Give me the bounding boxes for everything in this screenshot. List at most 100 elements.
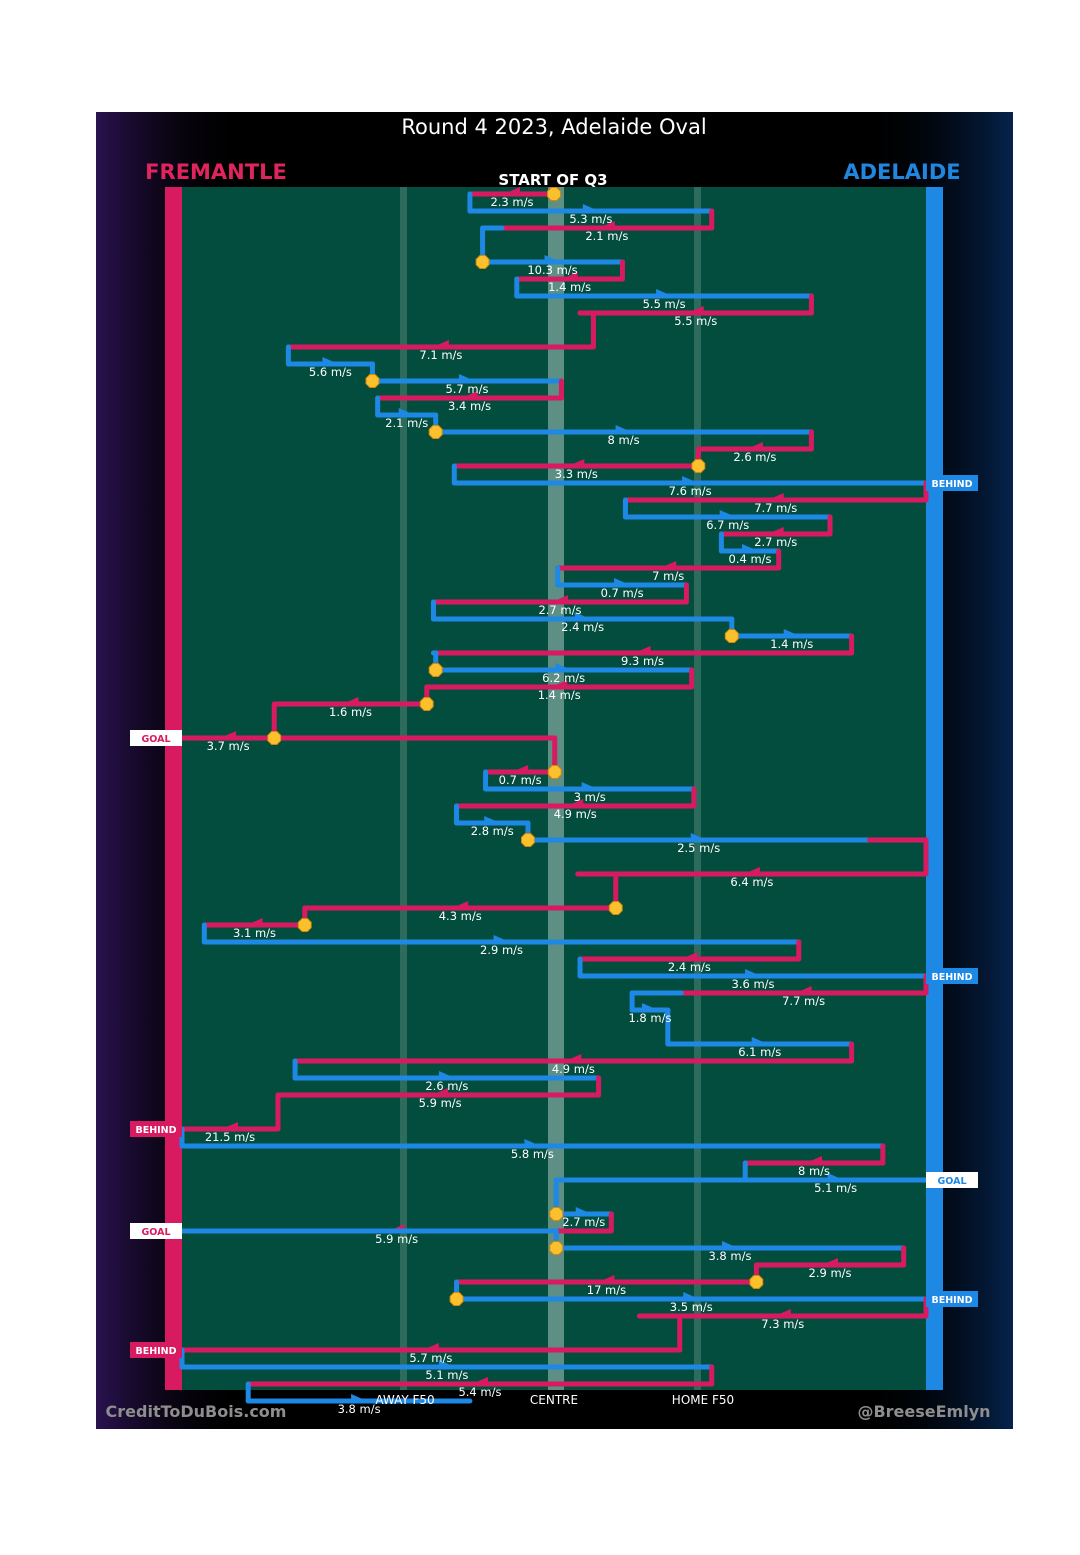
direction-arrow — [551, 680, 568, 688]
speed-label: 2.7 m/s — [562, 1215, 605, 1229]
speed-label: 2.1 m/s — [385, 416, 428, 430]
speed-label: 7.1 m/s — [419, 348, 462, 362]
speed-label: 6.1 m/s — [738, 1045, 781, 1059]
outcome-text: BEHIND — [931, 1295, 972, 1306]
possession-chain — [451, 463, 929, 486]
possession-chain — [480, 225, 625, 265]
speed-label: 3.6 m/s — [732, 977, 775, 991]
mark-icon — [549, 1241, 564, 1255]
outcome-text: BEHIND — [931, 479, 972, 490]
mark-icon — [365, 374, 380, 388]
direction-arrow — [743, 867, 760, 875]
possession-chain — [292, 1058, 602, 1081]
speed-label: 6.7 m/s — [706, 518, 749, 532]
mark-icon — [428, 663, 443, 677]
outcome-text: BEHIND — [135, 1346, 176, 1357]
speed-label: 5.5 m/s — [674, 314, 717, 328]
possession-chain — [302, 871, 619, 911]
direction-arrow — [555, 663, 572, 671]
possession-chain — [179, 735, 558, 775]
chart-title: Round 4 2023, Adelaide Oval — [401, 115, 706, 139]
possession-chain — [454, 786, 697, 809]
speed-label: 7 m/s — [652, 569, 684, 583]
axis-label-home-f50: HOME F50 — [672, 1393, 734, 1407]
speed-label: 5.5 m/s — [643, 297, 686, 311]
outcome-text: BEHIND — [135, 1125, 176, 1136]
direction-arrow — [471, 1377, 488, 1385]
mark-icon — [428, 425, 443, 439]
possession-chain — [375, 395, 439, 418]
direction-arrow — [806, 1156, 823, 1164]
speed-label: 0.4 m/s — [729, 552, 772, 566]
direction-arrow — [581, 782, 598, 790]
speed-label: 0.7 m/s — [601, 586, 644, 600]
direction-arrow — [567, 799, 584, 807]
possession-chain — [695, 429, 814, 452]
direction-arrow — [745, 969, 762, 977]
speed-label: 4.9 m/s — [552, 1062, 595, 1076]
possession-chain — [201, 922, 802, 945]
speed-label: 10.3 m/s — [527, 263, 577, 277]
direction-arrow — [574, 612, 591, 620]
speed-label: 8 m/s — [798, 1164, 830, 1178]
mark-icon — [547, 765, 562, 779]
direction-arrow — [432, 1088, 449, 1096]
speed-label: 2.1 m/s — [585, 229, 628, 243]
outcome-text: GOAL — [141, 1227, 170, 1238]
direction-arrow — [598, 1275, 615, 1283]
possession-chain — [430, 599, 735, 622]
possession-chain — [285, 344, 375, 367]
possession-chain — [245, 1364, 715, 1387]
speed-label: 1.4 m/s — [538, 688, 581, 702]
possession-chain — [467, 187, 557, 197]
direction-arrow — [461, 391, 478, 399]
speed-label: 3.1 m/s — [233, 926, 276, 940]
possession-chain — [514, 259, 625, 282]
possession-chain — [179, 1313, 683, 1353]
speed-label: 1.8 m/s — [628, 1011, 671, 1025]
outcome-tag-goal: GOAL — [130, 1223, 182, 1239]
outcome-tag-goal: GOAL — [130, 730, 182, 746]
speed-label: 8 m/s — [608, 433, 640, 447]
possession-chain — [292, 1041, 855, 1064]
possession-chain — [718, 514, 833, 537]
speed-label: 7.7 m/s — [782, 994, 825, 1008]
possession-chain — [555, 565, 689, 588]
mark-icon — [549, 1207, 564, 1221]
direction-arrow — [682, 476, 699, 484]
outcome-text: GOAL — [937, 1176, 966, 1187]
possession-chain — [454, 803, 531, 826]
outcome-box — [130, 1223, 182, 1239]
direction-arrow — [342, 697, 359, 705]
outcome-text: BEHIND — [931, 972, 972, 983]
left-goal-bar — [165, 187, 182, 1390]
speed-label: 5.7 m/s — [409, 1351, 452, 1365]
outcome-tag-goal: GOAL — [926, 1172, 978, 1188]
chart-svg: Round 4 2023, Adelaide Oval FREMANTLE AD… — [96, 112, 1013, 1429]
direction-arrow — [398, 408, 415, 416]
speed-label: 5.4 m/s — [458, 1385, 501, 1399]
speed-label: 3.5 m/s — [670, 1300, 713, 1314]
speed-label: 5.1 m/s — [814, 1181, 857, 1195]
outcome-box — [926, 475, 978, 491]
direction-arrow — [690, 833, 707, 841]
possession-chain — [665, 1007, 855, 1047]
speed-label: 7.3 m/s — [761, 1317, 804, 1331]
direction-arrow — [221, 1122, 238, 1130]
direction-arrow — [452, 901, 469, 909]
direction-arrow — [641, 1003, 658, 1011]
right-goal-bar — [926, 187, 943, 1390]
direction-arrow — [656, 289, 673, 297]
axis-label-away-f50: AWAY F50 — [375, 1393, 434, 1407]
home-f50-stripe — [694, 187, 701, 1390]
possession-chain — [629, 990, 684, 1013]
direction-arrow — [551, 595, 568, 603]
direction-arrow — [751, 1037, 768, 1045]
direction-arrow — [351, 1394, 368, 1402]
possession-chain — [622, 497, 833, 520]
possession-chain — [753, 1245, 907, 1268]
speed-label: 1.6 m/s — [329, 705, 372, 719]
outcome-box — [926, 1172, 978, 1188]
speed-label: 7.7 m/s — [754, 501, 797, 515]
direction-arrow — [822, 1258, 839, 1266]
